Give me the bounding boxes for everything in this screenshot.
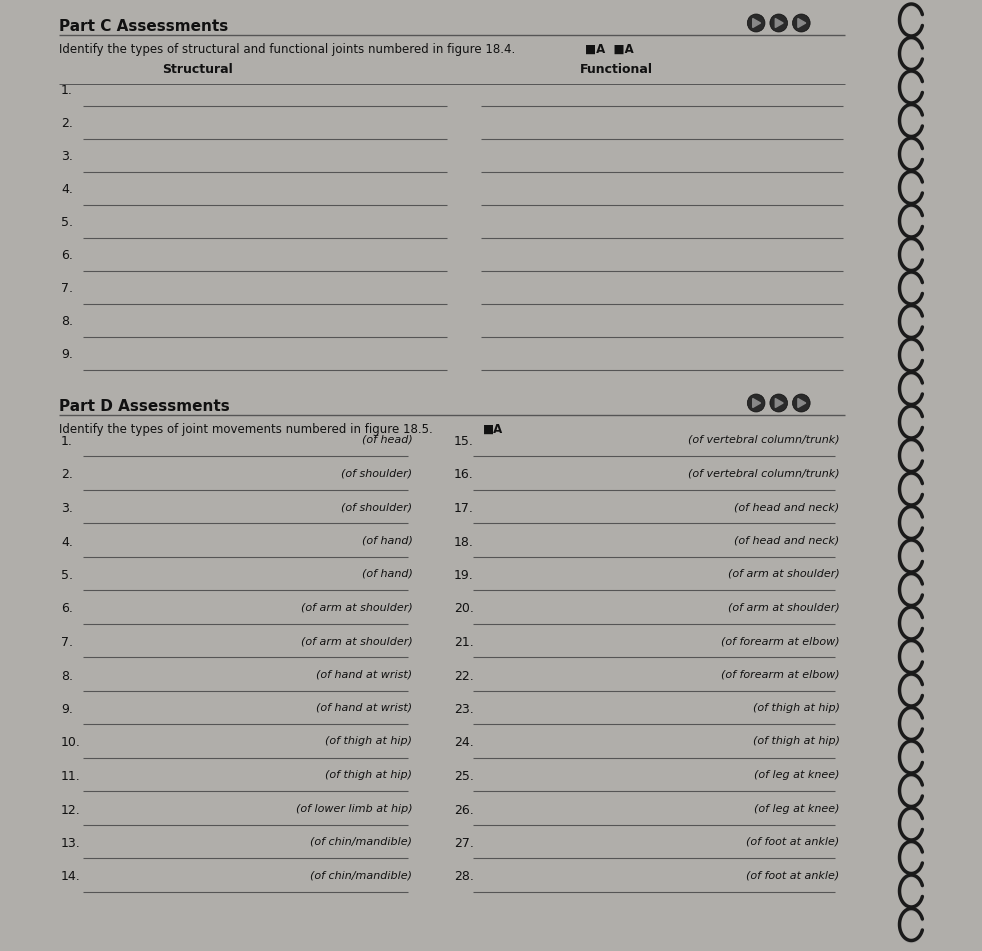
Circle shape [770, 14, 788, 32]
Text: 1.: 1. [61, 84, 73, 97]
Circle shape [792, 14, 810, 32]
Text: 5.: 5. [61, 216, 73, 229]
Text: 5.: 5. [61, 569, 73, 582]
Text: 18.: 18. [454, 535, 473, 549]
Text: 9.: 9. [61, 348, 73, 361]
Circle shape [747, 14, 765, 32]
Text: 7.: 7. [61, 282, 73, 295]
Polygon shape [797, 18, 805, 28]
Text: (of hand at wrist): (of hand at wrist) [316, 703, 412, 713]
Text: 19.: 19. [454, 569, 473, 582]
Text: (of forearm at elbow): (of forearm at elbow) [721, 636, 840, 646]
Text: ■A  ■A: ■A ■A [585, 43, 634, 56]
Text: (of foot at ankle): (of foot at ankle) [746, 870, 840, 881]
Circle shape [770, 394, 788, 412]
Text: (of foot at ankle): (of foot at ankle) [746, 837, 840, 847]
Text: (of chin/mandible): (of chin/mandible) [310, 837, 412, 847]
Text: (of arm at shoulder): (of arm at shoulder) [300, 636, 412, 646]
Text: 1.: 1. [61, 435, 73, 448]
Text: 26.: 26. [454, 804, 473, 817]
Text: ■A: ■A [483, 423, 504, 436]
Text: (of hand at wrist): (of hand at wrist) [316, 670, 412, 680]
Text: Identify the types of structural and functional joints numbered in figure 18.4.: Identify the types of structural and fun… [59, 43, 516, 56]
Polygon shape [775, 398, 783, 407]
Text: 24.: 24. [454, 736, 473, 749]
Text: (of arm at shoulder): (of arm at shoulder) [300, 603, 412, 612]
Text: (of head): (of head) [361, 435, 412, 445]
Text: (of shoulder): (of shoulder) [342, 502, 412, 512]
Text: (of arm at shoulder): (of arm at shoulder) [728, 603, 840, 612]
Text: 17.: 17. [454, 502, 473, 515]
Text: (of thigh at hip): (of thigh at hip) [325, 770, 412, 780]
Text: (of lower limb at hip): (of lower limb at hip) [296, 804, 412, 813]
Text: 6.: 6. [61, 249, 73, 262]
Text: (of hand): (of hand) [361, 569, 412, 579]
Text: 10.: 10. [61, 736, 81, 749]
Text: 13.: 13. [61, 837, 81, 850]
Text: (of head and neck): (of head and neck) [735, 535, 840, 546]
Text: 2.: 2. [61, 469, 73, 481]
Text: 25.: 25. [454, 770, 473, 783]
Text: (of hand): (of hand) [361, 535, 412, 546]
Text: 3.: 3. [61, 150, 73, 163]
Text: 21.: 21. [454, 636, 473, 649]
Text: Part D Assessments: Part D Assessments [59, 399, 230, 414]
Text: (of thigh at hip): (of thigh at hip) [325, 736, 412, 747]
Text: Structural: Structural [162, 63, 233, 76]
Text: 16.: 16. [454, 469, 473, 481]
Text: 7.: 7. [61, 636, 73, 649]
Text: 8.: 8. [61, 315, 73, 328]
Polygon shape [752, 18, 760, 28]
Polygon shape [797, 398, 805, 407]
Text: (of thigh at hip): (of thigh at hip) [752, 736, 840, 747]
Circle shape [747, 394, 765, 412]
Text: 23.: 23. [454, 703, 473, 716]
Text: 4.: 4. [61, 183, 73, 196]
Text: 20.: 20. [454, 603, 473, 615]
Text: (of vertebral column/trunk): (of vertebral column/trunk) [688, 469, 840, 478]
Circle shape [792, 394, 810, 412]
Text: (of shoulder): (of shoulder) [342, 469, 412, 478]
Text: 4.: 4. [61, 535, 73, 549]
Text: (of thigh at hip): (of thigh at hip) [752, 703, 840, 713]
Text: 8.: 8. [61, 670, 73, 683]
Text: (of arm at shoulder): (of arm at shoulder) [728, 569, 840, 579]
Text: (of chin/mandible): (of chin/mandible) [310, 870, 412, 881]
Text: 28.: 28. [454, 870, 473, 883]
Text: 14.: 14. [61, 870, 81, 883]
Text: Functional: Functional [579, 63, 652, 76]
Text: Part C Assessments: Part C Assessments [59, 19, 228, 34]
Text: 12.: 12. [61, 804, 81, 817]
Text: (of forearm at elbow): (of forearm at elbow) [721, 670, 840, 680]
Text: 15.: 15. [454, 435, 473, 448]
Polygon shape [752, 398, 760, 407]
Text: (of leg at knee): (of leg at knee) [754, 804, 840, 813]
Text: 3.: 3. [61, 502, 73, 515]
Text: 22.: 22. [454, 670, 473, 683]
Text: 6.: 6. [61, 603, 73, 615]
Text: (of vertebral column/trunk): (of vertebral column/trunk) [688, 435, 840, 445]
Text: 9.: 9. [61, 703, 73, 716]
Text: 11.: 11. [61, 770, 81, 783]
Text: 27.: 27. [454, 837, 473, 850]
Text: (of leg at knee): (of leg at knee) [754, 770, 840, 780]
Polygon shape [775, 18, 783, 28]
Text: 2.: 2. [61, 117, 73, 130]
Text: Identify the types of joint movements numbered in figure 18.5.: Identify the types of joint movements nu… [59, 423, 433, 436]
Text: (of head and neck): (of head and neck) [735, 502, 840, 512]
